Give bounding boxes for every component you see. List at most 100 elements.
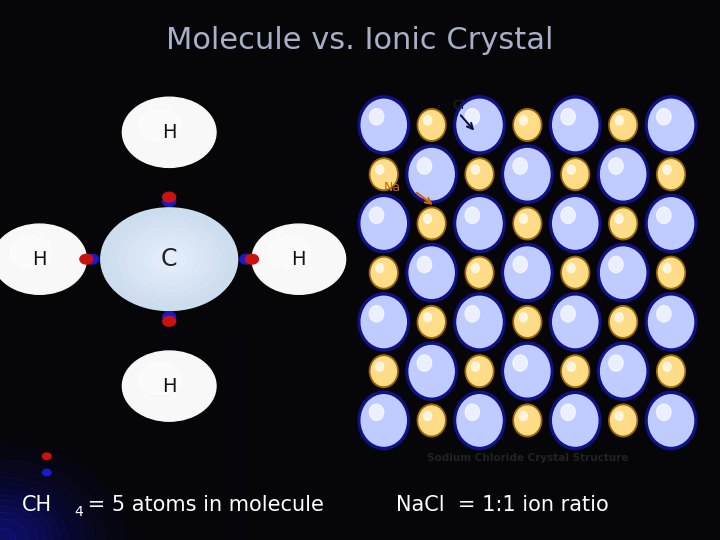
- Circle shape: [420, 112, 441, 136]
- Circle shape: [465, 109, 487, 134]
- Circle shape: [609, 109, 637, 141]
- Circle shape: [662, 114, 670, 123]
- Circle shape: [598, 145, 649, 204]
- Circle shape: [470, 312, 478, 320]
- Circle shape: [358, 293, 410, 351]
- Circle shape: [657, 256, 685, 289]
- Circle shape: [651, 299, 689, 342]
- Circle shape: [570, 366, 575, 370]
- Circle shape: [662, 410, 670, 418]
- Circle shape: [415, 352, 444, 386]
- Circle shape: [615, 116, 623, 125]
- Circle shape: [374, 262, 391, 281]
- Circle shape: [569, 363, 577, 373]
- Circle shape: [468, 308, 483, 326]
- Circle shape: [660, 161, 681, 186]
- Circle shape: [465, 207, 487, 233]
- Circle shape: [473, 363, 482, 373]
- Circle shape: [505, 346, 550, 397]
- Circle shape: [377, 363, 386, 373]
- Circle shape: [657, 404, 679, 430]
- Circle shape: [376, 165, 384, 174]
- Circle shape: [364, 201, 402, 244]
- Circle shape: [377, 167, 386, 176]
- Circle shape: [516, 309, 537, 333]
- Circle shape: [163, 197, 176, 206]
- Circle shape: [564, 359, 585, 382]
- Circle shape: [508, 250, 545, 293]
- Circle shape: [269, 237, 310, 268]
- Circle shape: [371, 357, 397, 386]
- Circle shape: [519, 411, 527, 421]
- Circle shape: [109, 214, 229, 304]
- Circle shape: [374, 163, 391, 183]
- Circle shape: [654, 401, 684, 435]
- Circle shape: [519, 116, 532, 130]
- Circle shape: [406, 342, 457, 400]
- Circle shape: [418, 207, 446, 240]
- Circle shape: [660, 112, 675, 129]
- Circle shape: [372, 112, 387, 129]
- Circle shape: [645, 96, 697, 154]
- Circle shape: [657, 306, 671, 322]
- Circle shape: [409, 247, 454, 299]
- Text: H: H: [162, 123, 176, 142]
- Circle shape: [519, 313, 527, 322]
- Text: 4: 4: [74, 505, 83, 519]
- Circle shape: [615, 411, 623, 421]
- Text: CH: CH: [22, 495, 52, 515]
- Circle shape: [618, 218, 622, 222]
- Circle shape: [423, 262, 430, 271]
- Circle shape: [457, 296, 502, 348]
- Circle shape: [422, 311, 439, 330]
- Circle shape: [457, 99, 502, 151]
- Circle shape: [101, 208, 238, 310]
- Circle shape: [564, 112, 579, 129]
- Circle shape: [658, 258, 684, 287]
- Circle shape: [603, 250, 641, 293]
- Text: Cl: Cl: [452, 99, 464, 112]
- Circle shape: [558, 204, 588, 238]
- Circle shape: [163, 312, 176, 322]
- Circle shape: [502, 342, 553, 400]
- Circle shape: [459, 299, 498, 342]
- Circle shape: [521, 117, 529, 127]
- Circle shape: [562, 357, 588, 386]
- Circle shape: [609, 404, 637, 437]
- Circle shape: [521, 216, 529, 226]
- Circle shape: [618, 119, 622, 124]
- Circle shape: [555, 103, 593, 145]
- Circle shape: [376, 264, 384, 273]
- Circle shape: [505, 247, 550, 299]
- Circle shape: [518, 311, 535, 330]
- Circle shape: [9, 237, 51, 268]
- Circle shape: [600, 346, 646, 397]
- Circle shape: [513, 109, 541, 141]
- Circle shape: [663, 165, 671, 174]
- Circle shape: [420, 408, 441, 432]
- Circle shape: [366, 401, 397, 435]
- Circle shape: [459, 398, 498, 441]
- Circle shape: [608, 158, 631, 184]
- Circle shape: [513, 404, 541, 437]
- Circle shape: [470, 163, 487, 183]
- Circle shape: [465, 404, 487, 430]
- Circle shape: [425, 216, 433, 226]
- Circle shape: [603, 152, 641, 194]
- Circle shape: [516, 161, 531, 178]
- Circle shape: [462, 302, 492, 336]
- Circle shape: [522, 119, 526, 124]
- Circle shape: [612, 408, 633, 432]
- Circle shape: [515, 111, 540, 139]
- Circle shape: [603, 349, 641, 392]
- Circle shape: [657, 109, 671, 125]
- Circle shape: [472, 362, 484, 376]
- Circle shape: [663, 264, 671, 273]
- Circle shape: [570, 168, 575, 173]
- Circle shape: [555, 398, 593, 441]
- Circle shape: [373, 359, 394, 382]
- Circle shape: [658, 160, 684, 188]
- Circle shape: [566, 262, 582, 281]
- Circle shape: [570, 267, 575, 272]
- Circle shape: [612, 112, 633, 136]
